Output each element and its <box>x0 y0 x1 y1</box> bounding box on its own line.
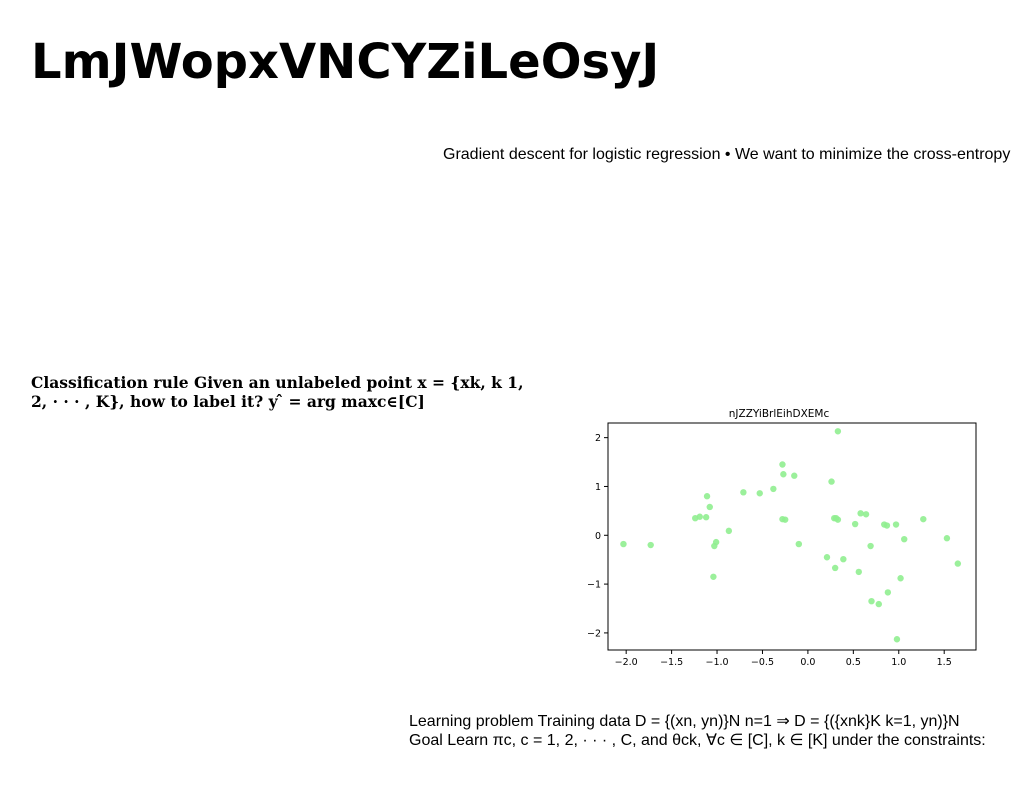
data-point <box>868 597 875 605</box>
data-point <box>823 554 831 561</box>
data-point <box>855 568 862 576</box>
data-point <box>710 573 717 580</box>
data-point <box>780 471 787 478</box>
data-point <box>770 485 777 493</box>
y-tick-label: 2 <box>595 433 601 444</box>
data-point <box>892 521 900 528</box>
page-title: LmJWopxVNCYZiLeOsyJ <box>31 34 660 90</box>
data-point <box>883 522 891 529</box>
x-tick-label: −1.5 <box>660 657 683 668</box>
data-point <box>834 428 842 435</box>
data-point <box>857 510 864 517</box>
y-tick-label: 1 <box>595 482 601 493</box>
data-point <box>943 535 951 542</box>
training-data-line: Learning problem Training data D = {(xn,… <box>409 713 960 730</box>
data-point <box>740 489 747 496</box>
scatter-chart: nJZZYiBrlEihDXEMc −2.0 −1.5 −1.0 −0.5 0.0 0.5… <box>578 402 978 672</box>
data-point <box>756 490 763 497</box>
data-point <box>920 515 927 523</box>
data-point <box>893 636 901 643</box>
data-point <box>897 575 904 582</box>
y-tick-label: −1 <box>587 580 601 591</box>
scatter-chart-svg: nJZZYiBrlEihDXEMc −2.0 −1.5 −1.0 −0.5 0.0 0.5… <box>587 408 977 668</box>
plot-area-frame <box>607 422 977 651</box>
y-tick-label: −2 <box>587 628 601 639</box>
goal-line: Goal Learn πc, c = 1, 2, · · · , C, and … <box>409 732 986 749</box>
data-point <box>791 472 798 479</box>
data-point <box>647 541 654 549</box>
data-point <box>702 514 710 521</box>
data-point <box>862 511 870 518</box>
data-point <box>875 600 882 608</box>
data-point <box>706 503 713 511</box>
x-tick-label: −1.0 <box>705 657 728 668</box>
x-tick-label: −2.0 <box>615 657 638 668</box>
data-point <box>712 538 720 546</box>
data-point <box>884 589 892 596</box>
data-point <box>620 540 627 548</box>
data-point <box>840 556 847 563</box>
data-point <box>954 560 962 567</box>
x-tick-label: 0.0 <box>800 657 815 668</box>
chart-title: nJZZYiBrlEihDXEMc <box>729 408 830 420</box>
x-tick-label: 1.5 <box>937 657 952 668</box>
data-point <box>834 516 842 523</box>
y-tick-label: 0 <box>595 531 601 542</box>
classification-rule-text: Classification rule Given an unlabeled p… <box>31 373 524 411</box>
data-point <box>828 478 835 485</box>
x-tick-label: 1.0 <box>891 657 906 668</box>
data-point <box>725 527 733 535</box>
data-point <box>696 513 703 520</box>
data-point <box>703 493 711 500</box>
x-axis: −2.0 −1.5 −1.0 −0.5 0.0 0.5 1.0 1.5 <box>615 650 952 668</box>
data-point <box>901 535 908 543</box>
x-tick-label: −0.5 <box>751 657 774 668</box>
data-points <box>620 428 962 643</box>
learning-problem-text: Learning problem Training data D = {(xn,… <box>409 712 1019 750</box>
data-point <box>851 520 859 528</box>
y-axis: 2 1 0 −1 −2 <box>587 433 608 639</box>
gradient-descent-note: Gradient descent for logistic regression… <box>443 146 1011 163</box>
x-tick-label: 0.5 <box>846 657 861 668</box>
data-point <box>795 540 803 548</box>
data-point <box>867 542 874 550</box>
data-point <box>831 564 839 572</box>
data-point <box>781 516 789 523</box>
data-point <box>779 461 786 468</box>
